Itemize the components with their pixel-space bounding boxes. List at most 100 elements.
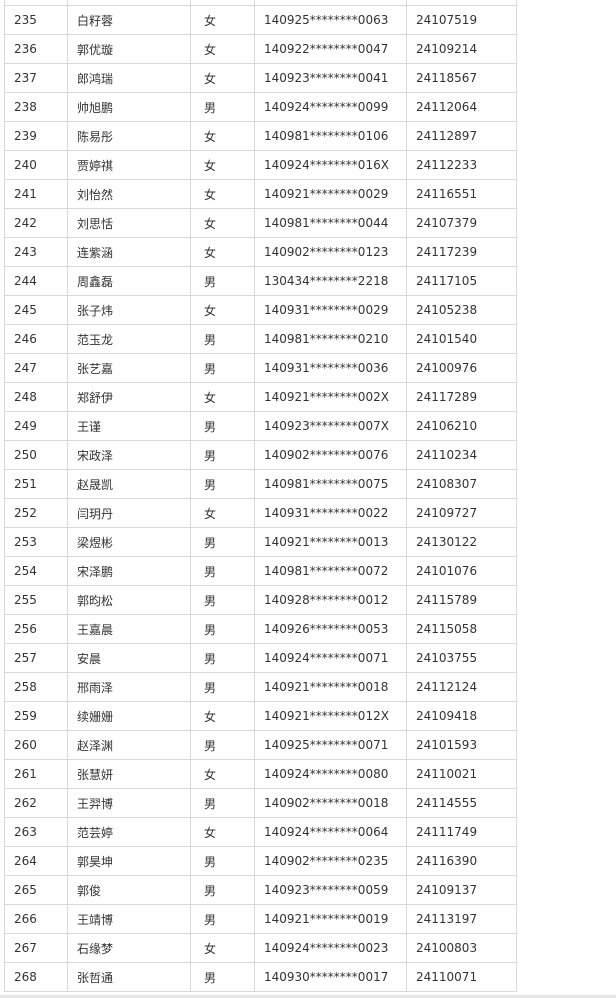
student-id: 24107379 bbox=[406, 208, 517, 238]
table-row: 250 宋政泽男 140902********0076 24110234 bbox=[4, 440, 517, 470]
student-name: 郭昊坤 bbox=[67, 846, 191, 876]
row-number: 243 bbox=[4, 237, 68, 267]
id-number: 130434********2218 bbox=[254, 266, 407, 296]
id-number: 140930********0017 bbox=[254, 962, 407, 992]
gender: 男 bbox=[190, 353, 255, 383]
table-row: 241 刘怡然女 140921********0029 24116551 bbox=[4, 179, 517, 209]
student-id: 24106210 bbox=[406, 411, 517, 441]
student-id: 24109214 bbox=[406, 34, 517, 64]
student-name: 刘思恬 bbox=[67, 208, 191, 238]
gender: 女 bbox=[190, 208, 255, 238]
id-number: 140924********0099 bbox=[254, 92, 407, 122]
id-number: 140902********0235 bbox=[254, 846, 407, 876]
student-id: 24100803 bbox=[406, 933, 517, 963]
row-number: 256 bbox=[4, 614, 68, 644]
table-row: 256 王嘉晨男 140926********0053 24115058 bbox=[4, 614, 517, 644]
table-row: 236 郭优璇女 140922********0047 24109214 bbox=[4, 34, 517, 64]
table-row: 254 宋泽鹏男 140981********0072 24101076 bbox=[4, 556, 517, 586]
table-row: 247 张艺嘉男 140931********0036 24100976 bbox=[4, 353, 517, 383]
student-name: 张艺嘉 bbox=[67, 353, 191, 383]
gender: 女 bbox=[190, 237, 255, 267]
student-name: 连紫涵 bbox=[67, 237, 191, 267]
id-number: 140902********0018 bbox=[254, 788, 407, 818]
row-number: 235 bbox=[4, 5, 68, 35]
id-number: 140921********002X bbox=[254, 382, 407, 412]
student-name: 张哲通 bbox=[67, 962, 191, 992]
student-id: 24117239 bbox=[406, 237, 517, 267]
student-name: 梁煜彬 bbox=[67, 527, 191, 557]
gender: 男 bbox=[190, 527, 255, 557]
student-id: 24112233 bbox=[406, 150, 517, 180]
gender: 男 bbox=[190, 904, 255, 934]
gender: 女 bbox=[190, 817, 255, 847]
table-row: 263 范芸婷女 140924********0064 24111749 bbox=[4, 817, 517, 847]
student-name: 郭俊 bbox=[67, 875, 191, 905]
table-row: 252 闫玥丹女 140931********0022 24109727 bbox=[4, 498, 517, 528]
gender: 女 bbox=[190, 34, 255, 64]
id-number: 140921********0013 bbox=[254, 527, 407, 557]
row-number: 262 bbox=[4, 788, 68, 818]
gender: 男 bbox=[190, 614, 255, 644]
table-body: 235 白籽蓉女 140925********0063 24107519 236 郭优璇女… bbox=[4, 0, 517, 992]
row-number: 258 bbox=[4, 672, 68, 702]
student-name: 闫玥丹 bbox=[67, 498, 191, 528]
student-id: 24110021 bbox=[406, 759, 517, 789]
gender: 女 bbox=[190, 63, 255, 93]
student-id: 24109727 bbox=[406, 498, 517, 528]
row-number: 252 bbox=[4, 498, 68, 528]
gender: 男 bbox=[190, 556, 255, 586]
gender: 男 bbox=[190, 92, 255, 122]
table-row: 238 帅旭鹏男 140924********0099 24112064 bbox=[4, 92, 517, 122]
table-row: 235 白籽蓉女 140925********0063 24107519 bbox=[4, 5, 517, 35]
student-id: 24113197 bbox=[406, 904, 517, 934]
student-name: 石缘梦 bbox=[67, 933, 191, 963]
id-number: 140921********0018 bbox=[254, 672, 407, 702]
gender: 男 bbox=[190, 585, 255, 615]
gender: 男 bbox=[190, 266, 255, 296]
id-number: 140921********0019 bbox=[254, 904, 407, 934]
student-name: 刘怡然 bbox=[67, 179, 191, 209]
gender: 女 bbox=[190, 933, 255, 963]
student-name: 邢雨泽 bbox=[67, 672, 191, 702]
row-number: 237 bbox=[4, 63, 68, 93]
id-number: 140924********016X bbox=[254, 150, 407, 180]
id-number: 140926********0053 bbox=[254, 614, 407, 644]
table-row: 265 郭俊男 140923********0059 24109137 bbox=[4, 875, 517, 905]
student-id: 24116390 bbox=[406, 846, 517, 876]
gender: 男 bbox=[190, 440, 255, 470]
gender: 男 bbox=[190, 846, 255, 876]
student-id: 24109418 bbox=[406, 701, 517, 731]
row-number: 266 bbox=[4, 904, 68, 934]
student-name: 张子炜 bbox=[67, 295, 191, 325]
student-id: 24112124 bbox=[406, 672, 517, 702]
id-number: 140923********007X bbox=[254, 411, 407, 441]
id-number: 140925********0063 bbox=[254, 5, 407, 35]
table-row: 246 范玉龙男 140981********0210 24101540 bbox=[4, 324, 517, 354]
student-id: 24111749 bbox=[406, 817, 517, 847]
row-number: 246 bbox=[4, 324, 68, 354]
gender: 男 bbox=[190, 324, 255, 354]
student-name: 安晨 bbox=[67, 643, 191, 673]
gender: 女 bbox=[190, 150, 255, 180]
student-id: 24101540 bbox=[406, 324, 517, 354]
id-number: 140924********0064 bbox=[254, 817, 407, 847]
row-number: 242 bbox=[4, 208, 68, 238]
row-number: 244 bbox=[4, 266, 68, 296]
student-id: 24108307 bbox=[406, 469, 517, 499]
id-number: 140981********0072 bbox=[254, 556, 407, 586]
gender: 男 bbox=[190, 875, 255, 905]
student-name: 赵晟凯 bbox=[67, 469, 191, 499]
student-name: 王谨 bbox=[67, 411, 191, 441]
student-id: 24112064 bbox=[406, 92, 517, 122]
table-row: 245 张子炜女 140931********0029 24105238 bbox=[4, 295, 517, 325]
row-number: 254 bbox=[4, 556, 68, 586]
table-row: 262 王羿博男 140902********0018 24114555 bbox=[4, 788, 517, 818]
id-number: 140925********0071 bbox=[254, 730, 407, 760]
gender: 女 bbox=[190, 295, 255, 325]
id-number: 140981********0044 bbox=[254, 208, 407, 238]
row-number: 259 bbox=[4, 701, 68, 731]
student-id: 24112897 bbox=[406, 121, 517, 151]
student-name: 贾婷祺 bbox=[67, 150, 191, 180]
table-row: 255 郭昀松男 140928********0012 24115789 bbox=[4, 585, 517, 615]
student-id: 24118567 bbox=[406, 63, 517, 93]
